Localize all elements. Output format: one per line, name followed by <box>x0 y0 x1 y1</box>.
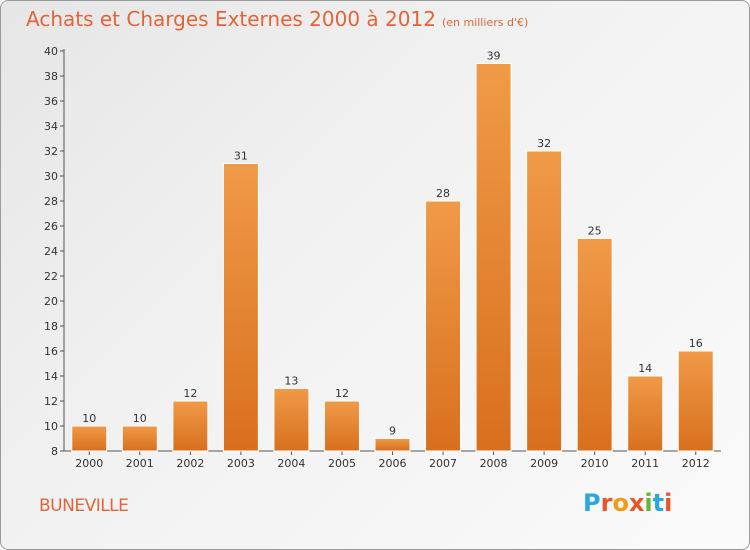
y-tick-label: 36 <box>44 95 58 108</box>
x-tick-label-2004: 2004 <box>277 457 305 470</box>
bar-2001 <box>121 425 158 452</box>
bar-2010 <box>576 238 613 452</box>
data-label-2005: 12 <box>335 387 349 400</box>
bar-2008 <box>475 63 512 452</box>
x-tick-label-2006: 2006 <box>379 457 407 470</box>
axes: 8 10 12 14 16 18 20 22 24 26 28 30 32 34 36 38 40 2000 200… <box>44 45 721 470</box>
bar-2011 <box>627 375 664 452</box>
x-tick-label-2009: 2009 <box>530 457 558 470</box>
bar-2007 <box>425 200 462 452</box>
bar-2004 <box>273 388 310 452</box>
data-label-2006: 9 <box>389 425 396 438</box>
y-tick-label: 24 <box>44 245 58 258</box>
bar-2002 <box>172 400 209 452</box>
y-tick-label: 10 <box>44 420 58 433</box>
y-tick-label: 34 <box>44 120 58 133</box>
y-tick-label: 12 <box>44 395 58 408</box>
y-tick-label: 22 <box>44 270 58 283</box>
logo-letter: r <box>600 489 613 517</box>
y-tick-label: 16 <box>44 345 58 358</box>
y-tick-label: 32 <box>44 145 58 158</box>
bar-2009 <box>526 150 563 452</box>
x-tick-label-2001: 2001 <box>126 457 154 470</box>
data-label-2004: 13 <box>284 375 298 388</box>
logo-letter: P <box>583 489 601 517</box>
y-tick-label: 40 <box>44 45 58 58</box>
logo-letter: x <box>628 489 645 517</box>
bar-2003 <box>222 163 259 452</box>
bars <box>71 63 714 452</box>
data-label-2012: 16 <box>689 337 703 350</box>
data-label-2007: 28 <box>436 187 450 200</box>
logo-letter: i <box>664 489 673 517</box>
y-tick-label: 38 <box>44 70 58 83</box>
x-tick-label-2008: 2008 <box>480 457 508 470</box>
bar-2006 <box>374 438 411 452</box>
y-tick-label: 30 <box>44 170 58 183</box>
data-label-2003: 31 <box>234 150 248 163</box>
data-label-2011: 14 <box>638 362 652 375</box>
x-tick-label-2007: 2007 <box>429 457 457 470</box>
y-tick-label: 18 <box>44 320 58 333</box>
logo-letter: o <box>612 489 629 517</box>
logo-letter: i <box>644 489 653 517</box>
data-label-2002: 12 <box>183 387 197 400</box>
commune-name: BUNEVILLE <box>39 496 129 516</box>
logo-letter: t <box>652 489 665 517</box>
data-label-2000: 10 <box>82 412 96 425</box>
y-tick-label: 20 <box>44 295 58 308</box>
data-labels: 10 10 12 31 13 12 9 28 39 32 25 14 16 <box>82 50 702 438</box>
chart-subtitle: (en milliers d'€) <box>441 16 529 29</box>
x-tick-label-2002: 2002 <box>176 457 204 470</box>
x-tick-label-2003: 2003 <box>227 457 255 470</box>
title-text: Achats et Charges Externes 2000 à 2012 <box>26 7 436 31</box>
chart-title: Achats et Charges Externes 2000 à 2012 (e… <box>26 7 528 31</box>
bar-2005 <box>323 400 360 452</box>
x-tick-label-2010: 2010 <box>581 457 609 470</box>
y-tick-label: 8 <box>51 445 58 458</box>
x-tick-label-2000: 2000 <box>75 457 103 470</box>
data-label-2001: 10 <box>133 412 147 425</box>
data-label-2008: 39 <box>487 50 501 63</box>
bar-2000 <box>71 425 108 452</box>
data-label-2010: 25 <box>588 225 602 238</box>
bar-2012 <box>677 350 714 452</box>
proxiti-logo[interactable]: Proxiti <box>583 489 672 517</box>
x-tick-label-2005: 2005 <box>328 457 356 470</box>
y-tick-label: 28 <box>44 195 58 208</box>
y-tick-label: 14 <box>44 370 58 383</box>
x-tick-label-2012: 2012 <box>682 457 710 470</box>
y-tick-label: 26 <box>44 220 58 233</box>
x-tick-label-2011: 2011 <box>631 457 659 470</box>
data-label-2009: 32 <box>537 137 551 150</box>
